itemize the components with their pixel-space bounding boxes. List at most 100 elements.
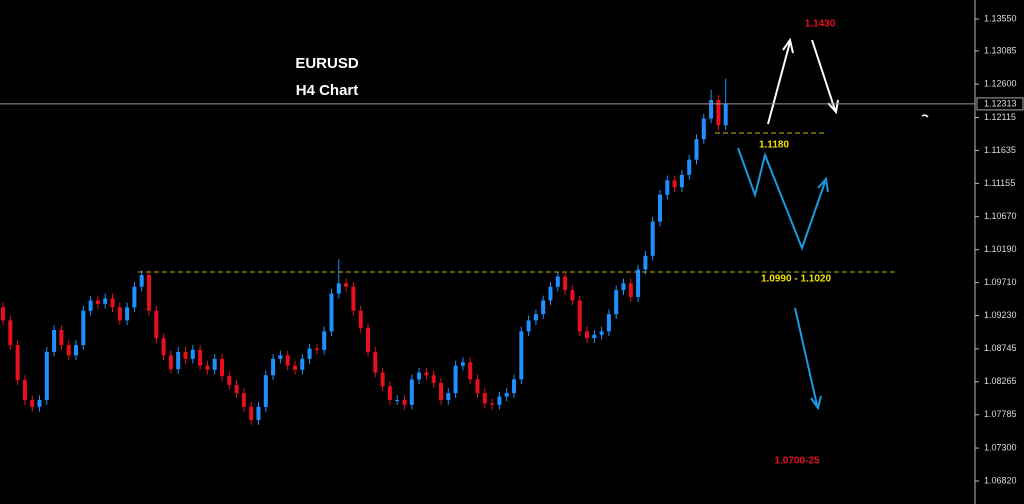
candle-body xyxy=(81,310,86,346)
candle-body xyxy=(234,384,239,394)
candle-body xyxy=(395,399,400,401)
candle-body xyxy=(417,372,422,380)
candle-body xyxy=(22,380,27,400)
mark xyxy=(921,114,929,118)
candle-body xyxy=(592,334,597,339)
candle-body xyxy=(227,375,232,385)
candle-body xyxy=(103,298,108,304)
y-tick-label: 1.11155 xyxy=(984,178,1015,188)
y-tick-label: 1.11635 xyxy=(984,145,1016,155)
y-tick-label: 1.10190 xyxy=(984,244,1017,254)
candle-body xyxy=(241,393,246,407)
candle-body xyxy=(497,396,502,405)
y-tick-label: 1.13550 xyxy=(984,13,1017,23)
candle-body xyxy=(512,379,516,394)
y-tick-label: 1.09710 xyxy=(984,277,1017,287)
candle-body xyxy=(95,300,100,304)
candle-body xyxy=(701,118,706,140)
last-price-label: 1.12313 xyxy=(984,98,1017,108)
candle-body xyxy=(687,159,692,175)
candle-body xyxy=(249,406,254,420)
target-label: 1.0700-25 xyxy=(774,456,819,467)
candle-body xyxy=(30,399,35,407)
candle-body xyxy=(161,338,166,356)
candle-body xyxy=(453,365,458,394)
candle-body xyxy=(387,386,392,400)
candle-body xyxy=(519,331,524,380)
candle-body xyxy=(37,399,42,407)
candle-body xyxy=(468,362,473,380)
candle-body xyxy=(366,327,370,352)
candle-body xyxy=(263,375,268,407)
candle-body xyxy=(716,100,721,126)
candle-body xyxy=(205,365,210,370)
candle-body xyxy=(190,349,195,359)
candle-body xyxy=(74,345,78,356)
candle-body xyxy=(424,372,429,376)
candle-body xyxy=(307,348,312,359)
candle-body xyxy=(44,351,49,400)
candle-body xyxy=(621,283,626,291)
candle-body xyxy=(278,355,283,359)
candle-body xyxy=(526,320,531,332)
blue-arrows xyxy=(737,147,829,411)
candle-body xyxy=(504,393,509,397)
candle-body xyxy=(628,283,633,298)
y-tick-label: 1.07785 xyxy=(984,409,1017,419)
y-tick-label: 1.09230 xyxy=(984,310,1017,320)
candle-body xyxy=(570,290,575,301)
chart-title: EURUSD xyxy=(295,55,359,72)
candle-body xyxy=(52,329,57,352)
candle-body xyxy=(643,255,648,270)
candle-body xyxy=(636,269,641,298)
candle-body xyxy=(110,298,115,308)
candle-body xyxy=(614,290,619,315)
arrow xyxy=(794,307,818,406)
candle-body xyxy=(606,314,611,332)
candle-body xyxy=(125,307,130,321)
candle-body xyxy=(271,358,276,376)
candle-body xyxy=(672,180,677,188)
candle-body xyxy=(1,307,5,321)
candle-body xyxy=(66,345,71,356)
candle-body xyxy=(563,276,568,291)
candle-body xyxy=(256,406,261,420)
candle-body xyxy=(577,300,582,332)
candle-body xyxy=(409,379,414,405)
candle-body xyxy=(336,283,341,294)
candle-body xyxy=(446,393,451,400)
candle-body xyxy=(679,174,684,188)
y-tick-label: 1.07300 xyxy=(984,442,1017,452)
candle-body xyxy=(168,355,173,370)
candle-body xyxy=(380,372,385,387)
candle-body xyxy=(139,275,144,287)
candle-body xyxy=(329,293,334,332)
chart-subtitle: H4 Chart xyxy=(296,82,359,99)
candle-body xyxy=(694,139,699,160)
y-tick-label: 1.13085 xyxy=(984,45,1017,55)
arrow xyxy=(767,41,791,125)
candle-body xyxy=(183,351,188,359)
candle-body xyxy=(548,286,553,301)
arrow-head xyxy=(810,395,822,411)
target-label: 1.1430 xyxy=(805,19,836,30)
candle-body xyxy=(132,286,137,308)
candle-body xyxy=(314,348,319,350)
candle-body xyxy=(176,351,181,370)
level-label: 1.0990 - 1.1020 xyxy=(761,274,831,285)
candle-body xyxy=(541,300,546,315)
candle-body xyxy=(650,221,655,256)
y-tick-label: 1.08745 xyxy=(984,343,1017,353)
candle-body xyxy=(59,329,64,346)
candle-body xyxy=(709,100,714,119)
last-price-box xyxy=(976,97,1024,111)
candle-body xyxy=(212,358,217,370)
candle-body xyxy=(358,310,363,328)
candle-body xyxy=(723,104,728,126)
candle-body xyxy=(665,180,670,195)
candle-body xyxy=(198,349,203,366)
candle-body xyxy=(322,331,327,350)
